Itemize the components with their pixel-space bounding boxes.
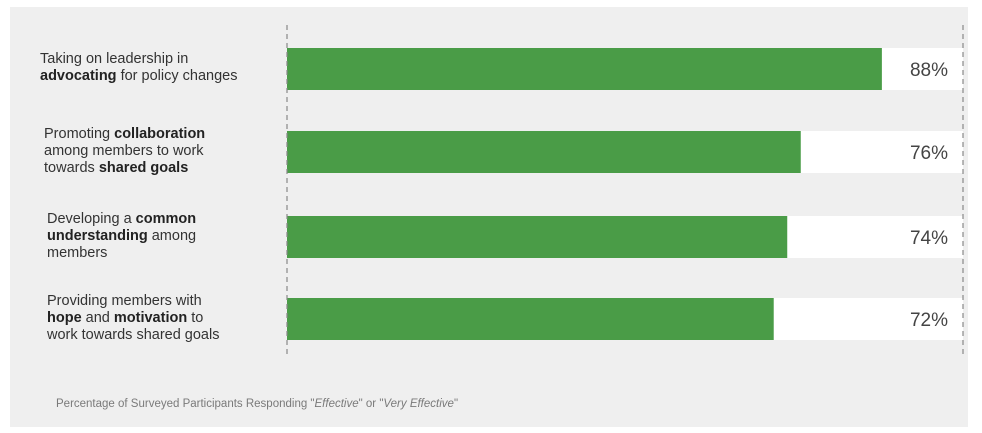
bar: [287, 216, 788, 258]
footnote-text-mid: " or ": [358, 398, 384, 410]
footnote-text-before: Percentage of Surveyed Participants Resp…: [56, 398, 315, 410]
category-label: Promoting collaboration among members to …: [44, 125, 206, 176]
bar-value-label: 74%: [910, 228, 948, 249]
chart-footnote: Percentage of Surveyed Participants Resp…: [56, 398, 458, 410]
footnote-emphasis-effective: Effective: [314, 398, 359, 410]
category-label: Taking on leadership in advocating for po…: [40, 51, 238, 84]
bar: [287, 131, 801, 173]
bar-value-label: 72%: [910, 310, 948, 331]
bar-value-label: 76%: [910, 143, 948, 164]
footnote-text-after: ": [453, 398, 459, 410]
category-label: Providing members with hope and motivatio…: [47, 292, 220, 343]
bar-value-label: 88%: [910, 60, 948, 81]
bar-chart: 88% 76% 74% 72%: [286, 25, 964, 357]
footnote-emphasis-very-effective: Very Effective: [383, 398, 454, 410]
chart-panel: 88% 76% 74% 72% Taking on leadership in advo…: [10, 7, 968, 427]
category-label: Developing a common understanding among me…: [47, 210, 197, 261]
bar: [287, 298, 774, 340]
bar: [287, 48, 882, 90]
